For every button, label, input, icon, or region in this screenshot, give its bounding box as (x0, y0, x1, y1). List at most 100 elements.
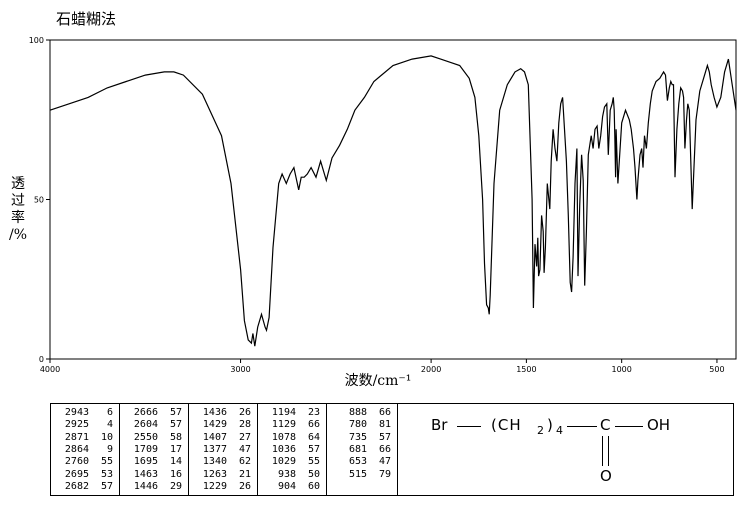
y-axis-label: 透过率/% (9, 176, 27, 243)
peak-transmittance: 6 (106, 407, 113, 418)
peak-wavenumber: 2604 (133, 419, 158, 431)
peak-transmittance: 47 (238, 443, 251, 455)
peak-row: 2695 53 (51, 469, 119, 481)
structure-carbon: C (600, 416, 611, 434)
peak-transmittance: 16 (169, 468, 182, 480)
peak-transmittance: 4 (106, 419, 113, 431)
x-tick-label: 500 (709, 365, 724, 374)
peak-row: 1036 57 (258, 444, 326, 456)
peak-transmittance: 14 (169, 456, 182, 468)
peak-transmittance: 64 (307, 431, 320, 443)
x-tick-label: 3000 (230, 365, 250, 374)
peak-wavenumber: 1029 (271, 456, 296, 468)
x-tick-label: 2000 (421, 365, 441, 374)
peak-wavenumber: 1709 (133, 443, 158, 455)
peak-row: 780 81 (327, 419, 397, 431)
peak-wavenumber: 2666 (133, 407, 158, 418)
bond-3 (615, 426, 643, 427)
peak-transmittance: 60 (307, 480, 320, 492)
peak-row: 888 66 (327, 407, 397, 419)
peak-wavenumber: 1446 (133, 480, 158, 492)
peak-row: 1407 27 (189, 432, 257, 444)
peak-transmittance: 26 (238, 480, 251, 492)
peak-row: 1029 55 (258, 456, 326, 468)
peak-column: 1194 23 1129 66 1078 64 1036 57 1029 55 938 50 904 60 (258, 404, 327, 495)
peak-transmittance: 66 (378, 443, 391, 455)
peak-transmittance: 66 (378, 407, 391, 418)
peak-row: 2864 9 (51, 444, 119, 456)
peak-row: 1695 14 (120, 456, 188, 468)
y-tick-label: 0 (39, 355, 44, 364)
peak-row: 681 66 (327, 444, 397, 456)
bond-2 (567, 426, 597, 427)
peak-row: 1463 16 (120, 469, 188, 481)
peak-transmittance: 55 (307, 456, 320, 468)
peak-transmittance: 27 (238, 431, 251, 443)
peak-transmittance: 53 (100, 468, 113, 480)
peak-column: 888 66 780 81 735 57 681 66 653 47 515 79 (327, 404, 398, 495)
peak-transmittance: 57 (169, 407, 182, 418)
peak-row: 1263 21 (189, 469, 257, 481)
peak-row: 2550 58 (120, 432, 188, 444)
peak-wavenumber: 1429 (202, 419, 227, 431)
x-axis-label: 波数/cm⁻¹ (345, 373, 412, 389)
peak-row: 904 60 (258, 481, 326, 493)
peak-wavenumber: 1194 (271, 407, 296, 418)
structure-hydroxyl: OH (647, 416, 671, 434)
peak-column: 2666 57 2604 57 2550 58 1709 17 1695 14 1463 16 1446… (120, 404, 189, 495)
peak-transmittance: 57 (100, 480, 113, 492)
structure-br: Br (431, 416, 448, 434)
structure-sub4: 4 (556, 424, 563, 437)
peak-transmittance: 66 (307, 419, 320, 431)
peak-table: 2943 6 2925 4 2871 10 2864 9 2760 55 2695 53 2682 57 2… (50, 403, 734, 496)
peak-wavenumber: 735 (348, 431, 367, 443)
peak-row: 1377 47 (189, 444, 257, 456)
peak-transmittance: 9 (106, 443, 113, 455)
peak-wavenumber: 1036 (271, 443, 296, 455)
y-tick-label: 50 (34, 196, 44, 205)
spectrum-line (49, 55, 737, 347)
peak-wavenumber: 1129 (271, 419, 296, 431)
structure-sub2: 2 (537, 424, 544, 437)
peak-wavenumber: 1436 (202, 407, 227, 418)
peak-wavenumber: 681 (348, 443, 367, 455)
peak-wavenumber: 515 (348, 468, 367, 480)
x-tick-label: 1500 (516, 365, 536, 374)
peak-row: 2925 4 (51, 419, 119, 431)
peak-wavenumber: 2760 (64, 456, 89, 468)
peak-transmittance: 79 (378, 468, 391, 480)
y-axis-label-part: 过 (11, 193, 25, 209)
peak-row: 1446 29 (120, 481, 188, 493)
peak-wavenumber: 1695 (133, 456, 158, 468)
peak-wavenumber: 904 (277, 480, 296, 492)
peak-row: 2682 57 (51, 481, 119, 493)
peak-row: 1194 23 (258, 407, 326, 419)
peak-wavenumber: 888 (348, 407, 367, 418)
peak-wavenumber: 1463 (133, 468, 158, 480)
peak-transmittance: 29 (169, 480, 182, 492)
peak-row: 1229 26 (189, 481, 257, 493)
plot-frame (49, 39, 737, 360)
peak-wavenumber: 2695 (64, 468, 89, 480)
peak-transmittance: 28 (238, 419, 251, 431)
y-tick-label: 100 (29, 36, 44, 45)
structure-close: ) (547, 416, 553, 434)
peak-row: 1340 62 (189, 456, 257, 468)
peak-row: 515 79 (327, 469, 397, 481)
double-bond-right (608, 436, 609, 466)
peak-wavenumber: 2943 (64, 407, 89, 418)
peak-wavenumber: 653 (348, 456, 367, 468)
peak-wavenumber: 1377 (202, 443, 227, 455)
peak-row: 653 47 (327, 456, 397, 468)
peak-transmittance: 21 (238, 468, 251, 480)
structure-oxygen: O (600, 467, 612, 485)
peak-wavenumber: 1078 (271, 431, 296, 443)
peak-transmittance: 57 (307, 443, 320, 455)
peak-transmittance: 58 (169, 431, 182, 443)
peak-row: 2943 6 (51, 407, 119, 419)
y-ticks: 100 50 0 (29, 36, 50, 364)
peak-transmittance: 17 (169, 443, 182, 455)
peak-wavenumber: 938 (277, 468, 296, 480)
peak-wavenumber: 2871 (64, 431, 89, 443)
